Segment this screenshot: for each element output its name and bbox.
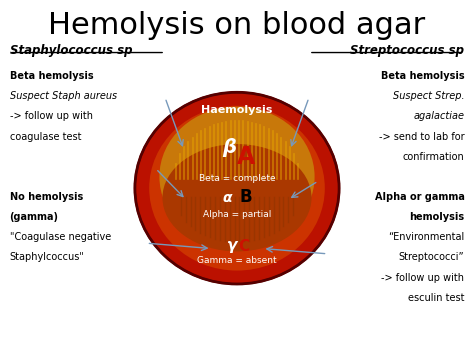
Text: Streptococcus sp: Streptococcus sp bbox=[350, 44, 465, 58]
Text: hemolysis: hemolysis bbox=[409, 212, 465, 222]
Text: Hemolysis on blood agar: Hemolysis on blood agar bbox=[48, 11, 426, 40]
Text: "Coagulase negative: "Coagulase negative bbox=[9, 232, 111, 242]
Text: β: β bbox=[223, 138, 237, 157]
Text: confirmation: confirmation bbox=[402, 152, 465, 162]
Text: No hemolysis: No hemolysis bbox=[9, 192, 83, 202]
Text: -> follow up with: -> follow up with bbox=[382, 273, 465, 283]
Text: -> follow up with: -> follow up with bbox=[9, 111, 92, 121]
Ellipse shape bbox=[163, 144, 311, 251]
Ellipse shape bbox=[149, 106, 325, 271]
Text: esculin test: esculin test bbox=[408, 293, 465, 303]
Text: Alpha = partial: Alpha = partial bbox=[203, 209, 271, 219]
Text: Haemolysis: Haemolysis bbox=[201, 105, 273, 115]
Text: Beta hemolysis: Beta hemolysis bbox=[381, 71, 465, 81]
Text: Streptococci”: Streptococci” bbox=[399, 252, 465, 262]
Text: Beta hemolysis: Beta hemolysis bbox=[9, 71, 93, 81]
Text: (gamma): (gamma) bbox=[9, 212, 59, 222]
Text: “Environmental: “Environmental bbox=[388, 232, 465, 242]
Ellipse shape bbox=[159, 106, 315, 247]
Text: Beta = complete: Beta = complete bbox=[199, 174, 275, 183]
Text: Gamma = absent: Gamma = absent bbox=[197, 257, 277, 266]
Text: Alpha or gamma: Alpha or gamma bbox=[374, 192, 465, 202]
Text: A: A bbox=[237, 144, 255, 169]
Text: C: C bbox=[238, 239, 249, 254]
Text: agalactiae: agalactiae bbox=[413, 111, 465, 121]
Text: Staphylococcus sp: Staphylococcus sp bbox=[9, 44, 132, 58]
Text: Staphylcoccus": Staphylcoccus" bbox=[9, 252, 84, 262]
Text: coagulase test: coagulase test bbox=[9, 132, 81, 142]
Text: Suspect Strep.: Suspect Strep. bbox=[393, 91, 465, 101]
Text: -> send to lab for: -> send to lab for bbox=[379, 132, 465, 142]
Text: α: α bbox=[223, 191, 232, 205]
Ellipse shape bbox=[135, 92, 339, 284]
Text: B: B bbox=[240, 188, 253, 206]
Text: γ: γ bbox=[227, 238, 237, 253]
Text: Suspect Staph aureus: Suspect Staph aureus bbox=[9, 91, 117, 101]
